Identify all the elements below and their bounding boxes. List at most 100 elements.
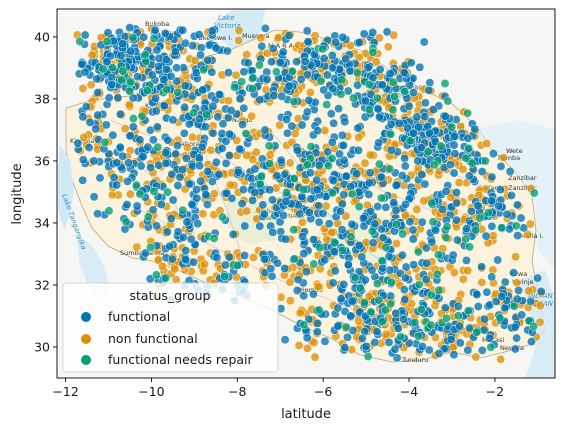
point-functional bbox=[203, 166, 213, 176]
point-functional bbox=[509, 268, 519, 278]
point-functional-needs-repair bbox=[386, 299, 396, 309]
point-functional-needs-repair bbox=[372, 279, 382, 289]
point-non-functional bbox=[313, 282, 323, 292]
point-functional bbox=[364, 178, 374, 188]
point-functional-needs-repair bbox=[355, 283, 365, 293]
point-functional bbox=[80, 30, 90, 40]
point-functional bbox=[304, 208, 314, 217]
point-non-functional bbox=[157, 261, 167, 271]
point-functional bbox=[172, 141, 182, 151]
point-functional bbox=[296, 74, 306, 84]
point-functional bbox=[239, 103, 249, 113]
point-non-functional bbox=[200, 259, 209, 269]
point-functional bbox=[352, 169, 362, 179]
point-functional-needs-repair bbox=[271, 67, 281, 77]
point-non-functional bbox=[496, 354, 506, 364]
y-tick-label: 40 bbox=[34, 29, 50, 44]
point-functional bbox=[339, 190, 349, 200]
point-functional-needs-repair bbox=[381, 242, 391, 252]
point-functional bbox=[500, 277, 510, 287]
point-functional-needs-repair bbox=[388, 105, 398, 115]
point-functional bbox=[314, 201, 324, 211]
point-functional-needs-repair bbox=[433, 250, 443, 260]
point-functional bbox=[165, 241, 175, 251]
point-functional bbox=[154, 53, 164, 63]
legend-marker-functional bbox=[81, 312, 91, 322]
x-axis-ticks: −12 −10 −8 −6 −4 −2 bbox=[52, 378, 504, 399]
point-functional bbox=[153, 61, 163, 71]
point-functional bbox=[487, 272, 497, 282]
point-non-functional bbox=[86, 80, 96, 90]
point-functional-needs-repair bbox=[442, 313, 451, 323]
point-functional-needs-repair bbox=[256, 172, 266, 181]
point-functional-needs-repair bbox=[511, 221, 521, 231]
point-functional bbox=[196, 176, 206, 186]
point-non-functional bbox=[327, 228, 337, 238]
point-functional bbox=[141, 248, 150, 258]
point-functional bbox=[343, 332, 352, 342]
point-functional-needs-repair bbox=[341, 322, 351, 332]
point-functional-needs-repair bbox=[416, 304, 426, 314]
point-non-functional bbox=[535, 301, 545, 311]
point-functional bbox=[298, 232, 307, 241]
point-functional-needs-repair bbox=[299, 185, 309, 195]
point-functional bbox=[403, 123, 413, 133]
point-functional-needs-repair bbox=[299, 320, 309, 330]
point-functional bbox=[132, 201, 142, 211]
point-functional bbox=[450, 131, 460, 141]
point-functional bbox=[514, 286, 524, 295]
point-non-functional bbox=[247, 111, 257, 121]
point-functional bbox=[472, 290, 482, 300]
point-functional bbox=[112, 180, 122, 190]
point-functional bbox=[301, 267, 311, 277]
point-functional-needs-repair bbox=[461, 153, 471, 163]
point-functional bbox=[343, 260, 353, 270]
point-functional bbox=[487, 221, 497, 231]
point-functional bbox=[172, 63, 182, 73]
point-functional-needs-repair bbox=[372, 93, 382, 103]
point-non-functional bbox=[523, 230, 533, 239]
legend-marker-non-functional bbox=[81, 334, 91, 344]
point-functional-needs-repair bbox=[255, 179, 265, 189]
point-functional bbox=[240, 251, 250, 260]
point-functional bbox=[162, 227, 172, 237]
point-functional bbox=[84, 143, 94, 152]
point-functional-needs-repair bbox=[359, 297, 369, 307]
point-functional bbox=[218, 119, 228, 129]
point-functional-needs-repair bbox=[529, 188, 539, 198]
point-functional bbox=[368, 238, 378, 248]
point-functional-needs-repair bbox=[363, 352, 373, 361]
point-functional bbox=[207, 26, 217, 36]
point-functional bbox=[182, 217, 192, 227]
point-functional bbox=[81, 102, 91, 112]
point-functional bbox=[313, 126, 323, 136]
point-functional-needs-repair bbox=[509, 301, 519, 311]
y-tick-label: 38 bbox=[34, 91, 50, 106]
point-functional bbox=[394, 118, 404, 128]
point-functional bbox=[213, 112, 223, 122]
point-non-functional bbox=[499, 153, 509, 163]
point-functional bbox=[445, 160, 455, 170]
point-functional bbox=[477, 262, 487, 272]
svg-text:Zanzibar: Zanzibar bbox=[508, 174, 537, 182]
point-functional bbox=[378, 233, 388, 243]
point-functional-needs-repair bbox=[146, 243, 155, 252]
point-functional-needs-repair bbox=[161, 273, 171, 283]
point-functional bbox=[502, 209, 512, 219]
point-functional bbox=[161, 148, 171, 158]
point-functional-needs-repair bbox=[529, 321, 539, 331]
point-functional bbox=[95, 173, 105, 183]
point-functional bbox=[152, 122, 162, 132]
point-functional bbox=[387, 145, 396, 155]
point-non-functional bbox=[511, 252, 521, 262]
point-functional bbox=[390, 344, 400, 354]
svg-text:Musoma: Musoma bbox=[242, 32, 269, 40]
point-functional bbox=[138, 151, 148, 161]
point-functional bbox=[409, 260, 419, 270]
point-non-functional bbox=[242, 150, 252, 160]
point-functional-needs-repair bbox=[374, 159, 384, 169]
point-functional bbox=[451, 215, 461, 225]
point-functional bbox=[306, 168, 315, 178]
point-functional-needs-repair bbox=[480, 156, 490, 166]
